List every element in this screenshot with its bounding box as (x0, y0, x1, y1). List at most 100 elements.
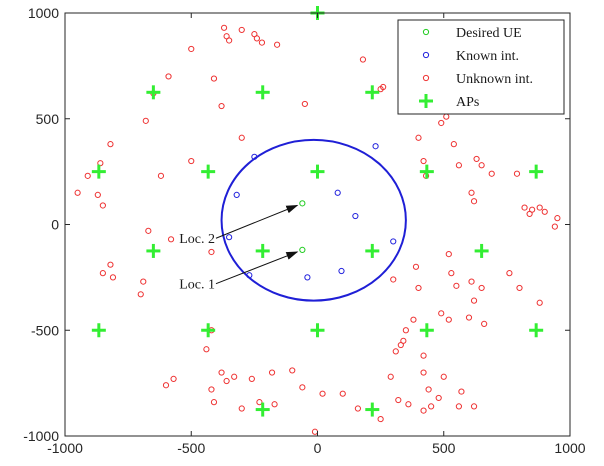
unknown-int-point-107 (428, 403, 435, 410)
unknown-int-point-96 (248, 375, 255, 382)
legend-label-known-int: Known int. (456, 49, 519, 64)
annotation-label-1: Loc. 1 (179, 278, 215, 293)
aps-point-9 (529, 164, 544, 179)
y-tick-label-0: -1000 (23, 428, 59, 444)
desired-ue-point-0 (299, 200, 306, 207)
unknown-int-point-72 (402, 327, 409, 334)
y-tick-label-2: 0 (51, 217, 59, 233)
unknown-int-point-77 (420, 369, 427, 376)
unknown-int-point-16 (377, 86, 384, 93)
aps-point-8 (419, 164, 434, 179)
unknown-int-point-80 (440, 373, 447, 380)
annotation-label-0: Loc. 2 (179, 232, 215, 247)
unknown-int-point-63 (506, 270, 513, 277)
unknown-int-point-65 (536, 299, 543, 306)
unknown-int-point-18 (107, 141, 114, 148)
y-tick-label-1: -500 (31, 322, 59, 338)
unknown-int-point-12 (218, 102, 225, 110)
aps-point-6 (201, 164, 216, 179)
unknown-int-point-58 (415, 284, 422, 292)
aps-point-20 (365, 402, 380, 417)
unknown-int-point-98 (223, 377, 230, 385)
unknown-int-point-29 (109, 274, 117, 281)
known-int-point-8 (372, 143, 379, 150)
aps-point-14 (91, 323, 106, 338)
unknown-int-point-99 (319, 390, 326, 397)
unknown-int-point-61 (468, 278, 475, 285)
unknown-int-point-94 (289, 367, 296, 374)
aps-point-18 (529, 323, 544, 338)
unknown-int-point-22 (97, 160, 104, 167)
aps-point-5 (91, 164, 106, 179)
unknown-int-point-34 (208, 248, 215, 256)
unknown-int-point-67 (438, 310, 445, 317)
tick-layer: -1000 -500 0 500 1000 -1000 -500 0 500 1000 (23, 5, 586, 456)
unknown-int-point-45 (513, 170, 521, 177)
unknown-int-point-24 (74, 189, 81, 196)
unknown-int-point-100 (339, 390, 346, 397)
known-int-point-1 (233, 191, 240, 198)
unknown-int-point-2 (226, 37, 233, 44)
unknown-int-point-92 (271, 401, 278, 408)
unknown-int-point-38 (450, 141, 457, 148)
unknown-int-point-26 (99, 202, 106, 209)
aps-point-13 (474, 243, 489, 258)
unknown-int-point-25 (94, 191, 101, 198)
annotation-arrow-0 (215, 204, 299, 239)
legend-label-aps: APs (456, 95, 479, 110)
unknown-int-point-85 (218, 369, 225, 376)
unknown-int-point-59 (448, 270, 455, 277)
aps-point-10 (146, 243, 161, 258)
legend-marker-aps (419, 94, 433, 108)
unknown-int-point-54 (551, 223, 558, 230)
unknown-int-point-81 (458, 388, 465, 395)
unknown-int-point-5 (253, 35, 260, 42)
unknown-int-point-10 (210, 75, 218, 82)
x-tick-label-2: 0 (314, 440, 322, 456)
unknown-int-point-97 (231, 373, 238, 380)
legend: Desired UE Known int. Unknown int. APs (397, 19, 565, 115)
known-int-point-4 (304, 274, 311, 281)
unknown-int-point-88 (162, 382, 170, 389)
unknown-int-point-20 (188, 157, 195, 165)
aps-point-16 (310, 323, 325, 338)
unknown-int-point-43 (478, 162, 485, 169)
x-tick-label-3: 500 (432, 440, 456, 456)
aps-point-11 (255, 243, 270, 258)
unknown-int-point-82 (470, 403, 478, 410)
aps-point-1 (255, 85, 270, 100)
unknown-int-point-47 (470, 198, 478, 205)
unknown-int-point-21 (238, 134, 245, 141)
known-int-point-2 (226, 234, 233, 241)
unknown-int-point-31 (140, 278, 147, 285)
unknown-int-point-56 (412, 263, 420, 270)
unknown-int-point-89 (210, 399, 218, 406)
known-int-point-5 (338, 267, 345, 275)
unknown-int-point-37 (415, 134, 422, 141)
legend-marker-unknown-int (422, 74, 430, 82)
legend-marker-known-int (422, 51, 430, 59)
unknown-int-point-75 (392, 348, 399, 355)
unknown-int-point-44 (488, 170, 495, 177)
unknown-int-point-27 (145, 227, 152, 234)
unknown-int-point-33 (167, 236, 175, 243)
known-int-point-6 (334, 189, 341, 196)
unknown-int-point-46 (468, 189, 475, 196)
unknown-int-point-103 (377, 415, 384, 423)
unknown-int-point-69 (465, 314, 473, 321)
aps-point-7 (310, 164, 325, 179)
annotation-arrow-1 (215, 251, 299, 285)
known-int-point-3 (246, 272, 253, 279)
unknown-int-point-91 (256, 399, 263, 406)
aps-point-2 (365, 85, 380, 100)
desired-ue-point-1 (299, 246, 306, 253)
unknown-int-point-57 (390, 276, 397, 283)
aps-point-19 (255, 402, 270, 417)
unknown-int-point-6 (258, 39, 266, 46)
unknown-int-point-87 (170, 375, 177, 382)
unknown-int-point-39 (420, 157, 427, 165)
unknown-int-point-76 (420, 352, 427, 359)
y-tick-label-3: 500 (36, 111, 60, 127)
legend-marker-desired-ue (422, 28, 430, 36)
